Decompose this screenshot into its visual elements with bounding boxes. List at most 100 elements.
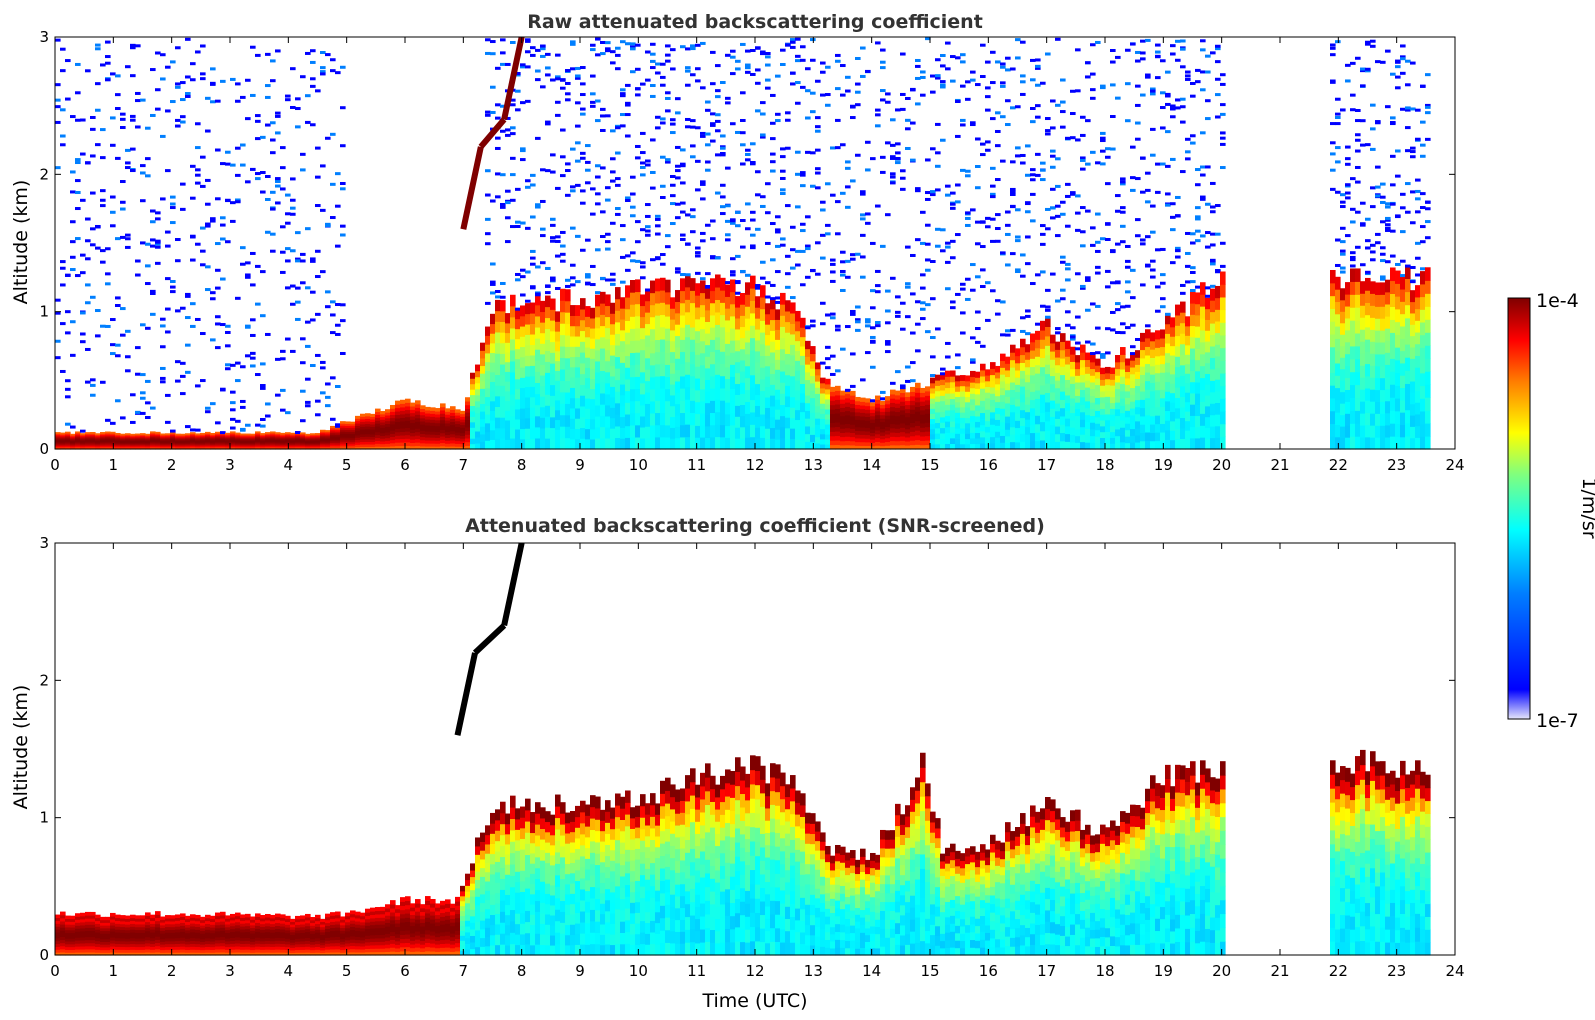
heatmap-cell [650,352,656,366]
heatmap-cell [620,405,626,418]
noise-pixel [1080,158,1086,162]
noise-pixel [605,49,611,53]
noise-pixel [165,169,171,173]
noise-pixel [965,97,971,101]
heatmap-cell [625,425,631,438]
heatmap-cell [580,341,586,353]
heatmap-cell [60,446,66,449]
heatmap-cell [340,443,346,446]
heatmap-cell [205,437,211,440]
heatmap-cell [435,437,441,441]
heatmap-cell [765,365,771,377]
noise-pixel [865,324,871,328]
heatmap-cell [680,400,686,414]
heatmap-cell [935,395,941,402]
noise-pixel [650,94,656,98]
heatmap-cell [770,416,776,429]
heatmap-cell [400,403,406,408]
noise-pixel [975,186,981,190]
noise-pixel [485,193,491,197]
noise-pixel [825,182,831,186]
heatmap-cell [145,435,151,438]
heatmap-cell [60,432,66,435]
heatmap-cell [980,442,986,450]
noise-pixel [795,37,801,41]
heatmap-cell [335,429,341,432]
heatmap-cell [490,439,496,450]
noise-pixel [115,354,121,358]
heatmap-cell [810,397,816,406]
noise-pixel [720,183,726,187]
heatmap-cell [520,356,526,368]
heatmap-cell [410,422,416,427]
heatmap-cell [80,445,86,448]
heatmap-cell [535,304,541,317]
noise-pixel [175,309,181,313]
noise-pixel [490,85,496,89]
noise-pixel [335,71,341,75]
noise-pixel [660,155,666,159]
heatmap-cell [615,321,621,334]
noise-pixel [890,118,896,122]
noise-pixel [735,59,741,63]
heatmap-cell [280,446,286,449]
heatmap-cell [870,425,876,430]
noise-pixel [1065,267,1071,271]
heatmap-cell [960,412,966,418]
noise-pixel [150,244,156,248]
heatmap-cell [810,368,816,377]
heatmap-cell [425,427,431,432]
noise-pixel [515,71,521,75]
heatmap-cell [225,437,231,440]
noise-pixel [500,202,506,206]
noise-pixel [215,346,221,350]
heatmap-cell [1050,334,1056,344]
heatmap-cell [460,427,466,431]
noise-pixel [715,89,721,93]
heatmap-cell [920,440,926,446]
heatmap-cell [1075,381,1081,390]
noise-pixel [620,94,626,98]
noise-pixel [995,60,1001,64]
heatmap-cell [780,292,786,305]
heatmap-cell [460,435,466,439]
heatmap-cell [745,425,751,438]
heatmap-cell [1105,443,1111,450]
heatmap-cell [440,442,446,447]
heatmap-cell [1040,357,1046,368]
noise-pixel [65,387,71,391]
noise-pixel [315,89,321,93]
noise-pixel [1120,210,1126,214]
noise-pixel [800,173,806,177]
heatmap-cell [490,362,496,373]
heatmap-cell [1105,407,1111,415]
heatmap-cell [770,319,776,331]
heatmap-cell [390,420,396,425]
heatmap-cell [385,431,391,436]
heatmap-cell [945,393,951,400]
heatmap-cell [590,348,596,359]
heatmap-cell [550,363,556,375]
noise-pixel [170,285,176,289]
noise-pixel [1075,211,1081,215]
heatmap-cell [610,428,616,440]
heatmap-cell [810,390,816,399]
heatmap-cell [535,349,541,361]
heatmap-cell [575,305,581,316]
heatmap-cell [740,304,746,316]
heatmap-cell [750,387,756,401]
heatmap-cell [905,444,911,450]
heatmap-cell [825,408,831,415]
heatmap-cell [275,443,281,445]
heatmap-cell [600,404,606,416]
noise-pixel [870,306,876,310]
heatmap-cell [810,419,816,428]
heatmap-cell [430,431,436,435]
heatmap-cell [1095,397,1101,405]
heatmap-cell [890,432,896,437]
heatmap-cell [490,429,496,440]
heatmap-cell [735,427,741,439]
noise-pixel [155,242,161,246]
heatmap-cell [1125,397,1131,405]
noise-pixel [640,173,646,177]
